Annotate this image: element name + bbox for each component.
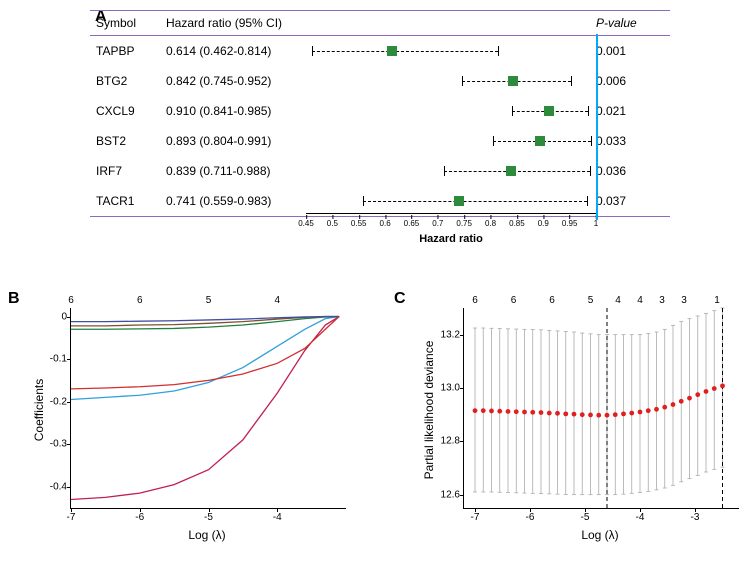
deviance-point [547,411,552,416]
panel-b-ylabel: Coefficients [32,379,46,441]
gene-symbol: TAPBP [90,44,166,58]
deviance-point [654,407,659,412]
forest-ci [306,126,596,156]
header-symbol: Symbol [90,16,166,30]
panel-c-ylabel: Partial likelihood deviance [422,341,436,480]
pvalue: 0.036 [596,164,666,178]
deviance-point [687,396,692,401]
reference-line [596,34,598,220]
deviance-point [704,389,709,394]
deviance-point [514,409,519,414]
panel-c-xlabel: Log (λ) [581,528,618,542]
hr-text: 0.839 (0.711-0.988) [166,164,306,178]
table-row: BST20.893 (0.804-0.991) 0.033 [90,126,670,156]
table-row: CXCL90.910 (0.841-0.985) 0.021 [90,96,670,126]
forest-body: TAPBP0.614 (0.462-0.814) 0.001 BTG20.842 (… [90,36,670,217]
gene-symbol: TACR1 [90,194,166,208]
coefficients-plot: 0-0.1-0.2-0.3-0.4-7-6-5-46654 Coefficien… [20,290,350,550]
forest-axis: 0.450.50.550.60.650.70.750.80.850.90.951… [306,217,596,249]
deviance-point [481,408,486,413]
deviance-point [596,413,601,418]
forest-ci [306,36,596,66]
hr-text: 0.842 (0.745-0.952) [166,74,306,88]
pvalue: 0.033 [596,134,666,148]
table-row: IRF70.839 (0.711-0.988) 0.036 [90,156,670,186]
deviance-point [489,409,494,414]
deviance-point [539,410,544,415]
panel-c-label: C [394,290,406,308]
deviance-point [473,408,478,413]
hr-marker [535,136,545,146]
deviance-point [572,412,577,417]
table-row: BTG20.842 (0.745-0.952) 0.006 [90,66,670,96]
forest-plot-panel: Symbol Hazard ratio (95% CI) P-value TAP… [90,10,670,265]
hr-marker [454,196,464,206]
pvalue: 0.021 [596,104,666,118]
forest-ci [306,66,596,96]
hr-marker [508,76,518,86]
deviance-plot: 12.612.813.013.2-7-6-5-4-3666544331 Part… [408,290,738,550]
forest-ci [306,156,596,186]
hr-text: 0.614 (0.462-0.814) [166,44,306,58]
header-pvalue: P-value [596,16,666,30]
deviance-point [679,399,684,404]
deviance-point [563,411,568,416]
deviance-point [555,411,560,416]
hr-marker [506,166,516,176]
deviance-point [588,413,593,418]
hr-text: 0.893 (0.804-0.991) [166,134,306,148]
gene-symbol: IRF7 [90,164,166,178]
gene-symbol: CXCL9 [90,104,166,118]
hr-marker [387,46,397,56]
gene-symbol: BST2 [90,134,166,148]
deviance-point [646,408,651,413]
hr-text: 0.741 (0.559-0.983) [166,194,306,208]
deviance-point [712,386,717,391]
deviance-point [629,411,634,416]
pvalue: 0.006 [596,74,666,88]
deviance-point [605,413,610,418]
deviance-point [671,402,676,407]
hr-text: 0.910 (0.841-0.985) [166,104,306,118]
deviance-point [662,405,667,410]
gene-symbol: BTG2 [90,74,166,88]
forest-axis-label: Hazard ratio [419,233,483,245]
deviance-point [695,392,700,397]
header-hr: Hazard ratio (95% CI) [166,16,306,30]
deviance-point [638,410,643,415]
hr-marker [544,106,554,116]
panel-b-xlabel: Log (λ) [188,528,225,542]
deviance-point [580,412,585,417]
deviance-point [613,412,618,417]
forest-header: Symbol Hazard ratio (95% CI) P-value [90,10,670,36]
table-row: TAPBP0.614 (0.462-0.814) 0.001 [90,36,670,66]
coef-line [71,317,339,500]
forest-ci [306,96,596,126]
deviance-point [522,410,527,415]
pvalue: 0.001 [596,44,666,58]
panel-b-label: B [8,290,20,308]
deviance-point [497,409,502,414]
deviance-point [720,383,725,388]
pvalue: 0.037 [596,194,666,208]
deviance-point [621,411,626,416]
forest-ci [306,186,596,216]
table-row: TACR10.741 (0.559-0.983) 0.037 [90,186,670,216]
deviance-point [506,409,511,414]
deviance-point [530,410,535,415]
